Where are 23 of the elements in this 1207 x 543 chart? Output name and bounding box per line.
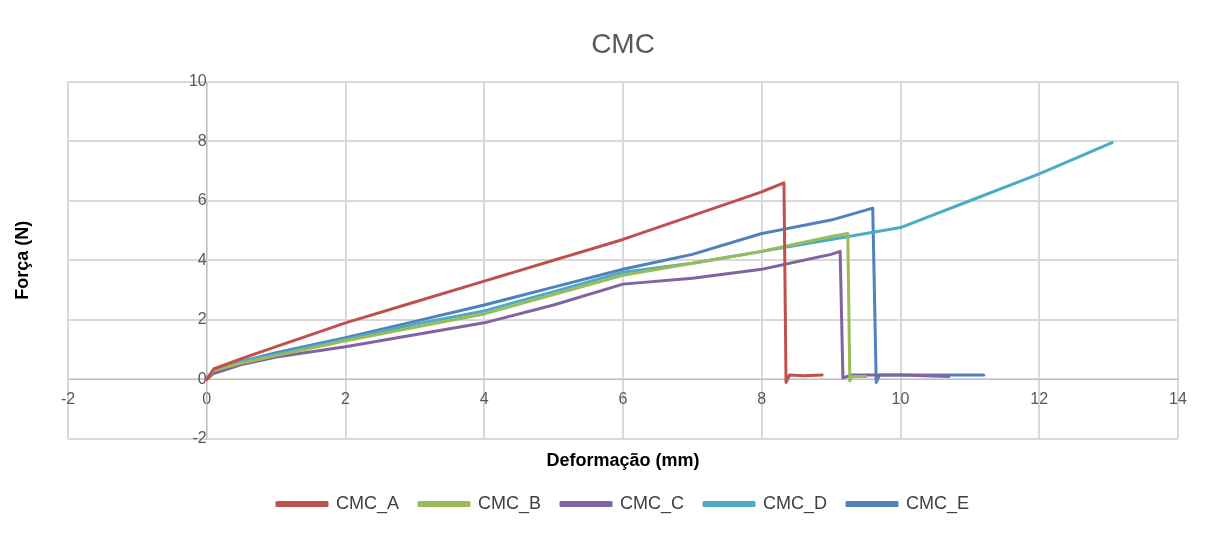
legend-label: CMC_C <box>620 492 685 514</box>
legend-label: CMC_D <box>763 492 828 514</box>
legend-label: CMC_B <box>477 492 542 514</box>
legend-label: CMC_A <box>335 492 399 514</box>
x-tick-label: 6 <box>618 390 628 408</box>
y-tick-label: 2 <box>197 310 207 328</box>
y-tick-label: 4 <box>197 250 207 268</box>
x-tick-label: -2 <box>60 390 76 408</box>
x-tick-label: 2 <box>341 390 351 408</box>
y-tick-label: 0 <box>197 369 207 387</box>
x-tick-label: 14 <box>1169 390 1187 408</box>
y-tick-label: 10 <box>188 72 207 90</box>
x-tick-label: 10 <box>891 390 910 408</box>
legend-label: CMC_E <box>906 492 970 514</box>
x-tick-label: 4 <box>479 390 489 408</box>
x-tick-label: 8 <box>757 390 767 408</box>
y-tick-label: 6 <box>197 191 207 209</box>
chart-title: CMC <box>591 27 655 59</box>
y-tick-label: 8 <box>197 131 207 149</box>
x-axis-title: Deformação (mm) <box>546 449 700 470</box>
x-tick-label: 12 <box>1030 390 1049 408</box>
y-axis-title: Força (N) <box>11 220 32 300</box>
y-tick-label: -2 <box>192 429 207 447</box>
